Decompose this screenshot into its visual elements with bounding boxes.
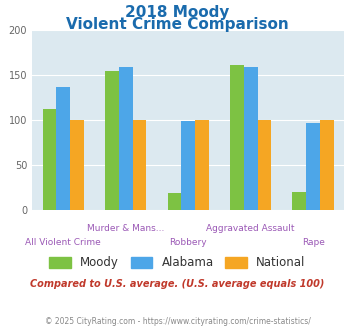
Bar <box>181 121 195 210</box>
Bar <box>320 120 334 210</box>
Bar <box>293 192 306 210</box>
Text: Murder & Mans...: Murder & Mans... <box>87 224 164 233</box>
Bar <box>56 87 70 210</box>
Text: © 2025 CityRating.com - https://www.cityrating.com/crime-statistics/: © 2025 CityRating.com - https://www.city… <box>45 317 310 326</box>
Bar <box>119 67 132 210</box>
Bar <box>132 120 146 210</box>
Text: Violent Crime Comparison: Violent Crime Comparison <box>66 16 289 31</box>
Text: Rape: Rape <box>302 238 324 247</box>
Bar <box>105 71 119 210</box>
Bar <box>168 193 181 210</box>
Bar <box>230 65 244 210</box>
Text: Robbery: Robbery <box>169 238 207 247</box>
Text: 2018 Moody: 2018 Moody <box>125 5 230 20</box>
Bar <box>43 109 56 210</box>
Bar <box>257 120 271 210</box>
Bar <box>244 67 257 210</box>
Text: All Violent Crime: All Violent Crime <box>25 238 101 247</box>
Text: Aggravated Assault: Aggravated Assault <box>206 224 295 233</box>
Legend: Moody, Alabama, National: Moody, Alabama, National <box>45 252 310 274</box>
Bar <box>70 120 84 210</box>
Bar <box>306 123 320 210</box>
Bar <box>195 120 209 210</box>
Text: Compared to U.S. average. (U.S. average equals 100): Compared to U.S. average. (U.S. average … <box>30 279 325 289</box>
